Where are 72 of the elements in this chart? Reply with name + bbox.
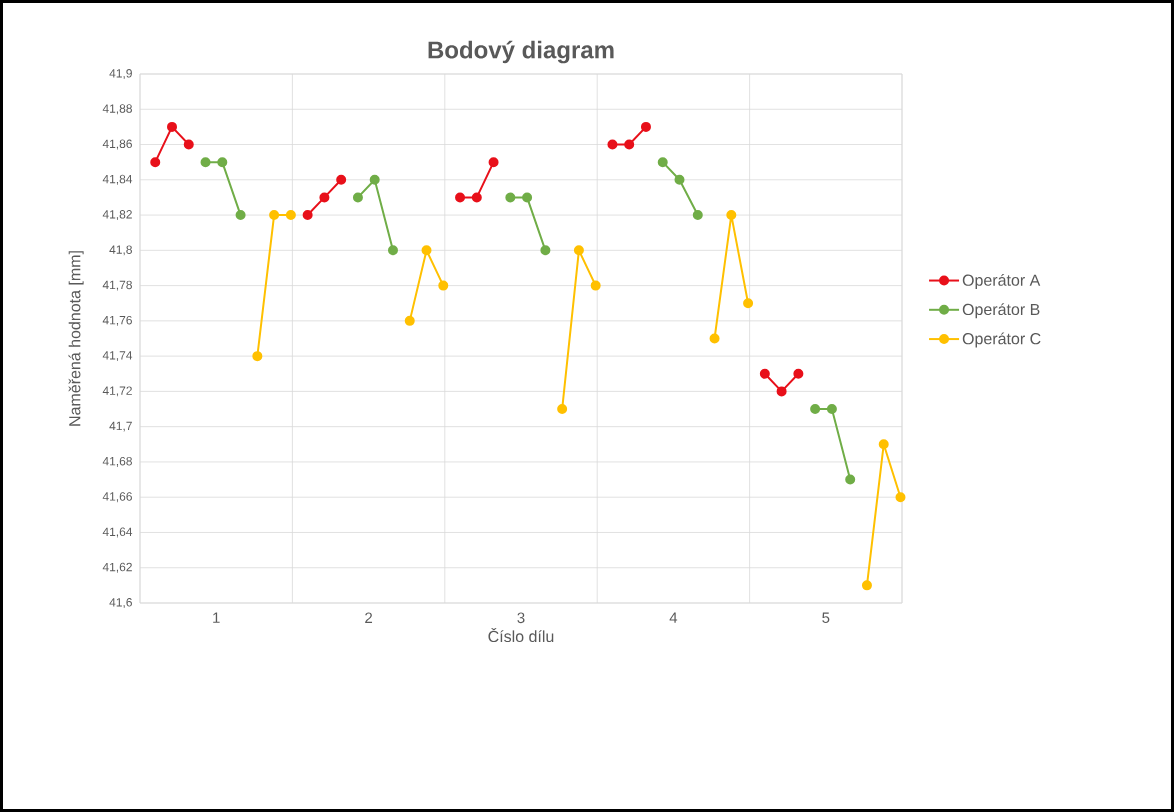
point [845, 474, 856, 485]
point [404, 315, 415, 326]
legend-label: Operátor B [962, 303, 1040, 319]
point [352, 192, 363, 203]
legend-label: Operátor C [962, 332, 1041, 348]
point [455, 192, 466, 203]
point [624, 139, 635, 150]
x-tick-label: 1 [213, 612, 220, 623]
y-tick-label: 41,82 [102, 210, 132, 221]
point [743, 298, 754, 309]
point [269, 210, 280, 221]
point [557, 404, 568, 415]
y-tick-label: 41,66 [102, 492, 132, 503]
point [640, 121, 651, 132]
point [150, 157, 161, 168]
point [657, 157, 668, 168]
y-tick-label: 41,74 [102, 351, 133, 362]
point [674, 174, 685, 185]
y-tick-label: 41,8 [109, 245, 132, 256]
point [183, 139, 194, 150]
x-axis-title: Číslo dílu [488, 627, 554, 643]
point [573, 245, 584, 256]
point [421, 245, 432, 256]
y-axis-title: Naměřená hodnota [mm] [68, 251, 84, 426]
point [167, 121, 177, 132]
point [217, 157, 228, 168]
x-tick-label: 4 [669, 612, 678, 623]
y-tick-label: 41,7 [109, 421, 132, 432]
y-tick-label: 41,9 [109, 69, 132, 79]
point [488, 157, 499, 168]
point [302, 210, 313, 221]
point [505, 192, 516, 203]
x-tick-label: 3 [517, 612, 525, 624]
point [285, 210, 296, 221]
point [471, 192, 482, 203]
point [235, 210, 246, 221]
point [336, 174, 347, 185]
chart-title: Bodový diagram [428, 40, 614, 64]
y-tick-label: 41,64 [102, 527, 133, 538]
y-tick-label: 41,6 [109, 598, 132, 608]
x-tick-label: 5 [822, 612, 830, 623]
y-tick-label: 41,68 [102, 456, 132, 467]
point [369, 174, 380, 185]
point [540, 245, 551, 256]
y-tick-label: 41,62 [102, 562, 132, 573]
point [387, 245, 398, 256]
point [878, 439, 889, 450]
point [776, 386, 787, 397]
x-tick-label: 2 [365, 612, 373, 623]
point [810, 404, 821, 415]
point [200, 157, 211, 168]
point [793, 368, 804, 379]
y-tick-label: 41,84 [102, 174, 133, 185]
point [438, 280, 449, 291]
y-tick-label: 41,78 [102, 280, 132, 291]
y-tick-label: 41,76 [102, 315, 132, 326]
y-tick-label: 41,88 [102, 104, 132, 115]
point [895, 492, 906, 503]
y-tick-label: 41,86 [102, 139, 132, 150]
legend-label: Operátor A [962, 273, 1041, 290]
point [709, 333, 720, 344]
point [522, 192, 533, 203]
point [692, 210, 703, 221]
point [252, 351, 263, 362]
point [319, 192, 330, 203]
point [607, 139, 618, 150]
point [726, 210, 737, 221]
point [590, 280, 601, 291]
y-tick-label: 41,72 [102, 386, 132, 397]
point [861, 580, 872, 591]
point [759, 368, 770, 379]
point [826, 404, 837, 415]
